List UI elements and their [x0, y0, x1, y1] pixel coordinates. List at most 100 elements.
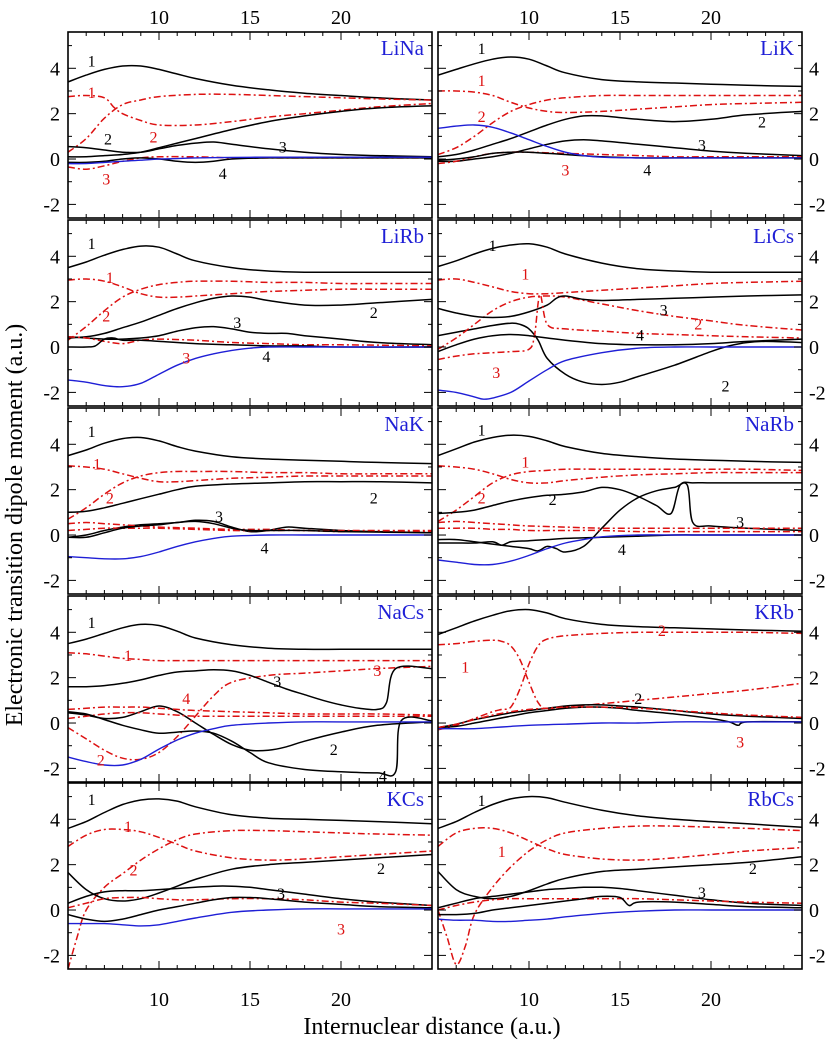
curve-label: 4: [618, 542, 626, 559]
panel-narb: -2 0 2 4 NaRb 1 1 2 2 3 4: [437, 407, 826, 595]
series-line-black-1: [68, 64, 432, 101]
curve-label: 1: [88, 236, 96, 253]
series-line-red-2: [68, 280, 432, 341]
y-tick-label: -2: [809, 570, 826, 592]
curve-label: 3: [373, 663, 381, 680]
panel-lirb: -2 0 2 4 LiRb 11 2 2 3 3 4: [43, 219, 433, 407]
series-line-black-4: [438, 895, 802, 916]
y-tick-label: 4: [50, 246, 60, 268]
series-line-black-4: [68, 520, 432, 539]
series-line-blue: [68, 721, 432, 767]
series-line-black-2: [438, 322, 802, 386]
series-line-red-3: [438, 294, 802, 361]
y-tick-label: 4: [809, 246, 819, 268]
curve-label: 3: [273, 674, 281, 691]
curve-label: 4: [262, 349, 270, 366]
y-tick-label: 0: [50, 149, 60, 171]
curve-label: 4: [182, 691, 190, 708]
curve-label: 3: [277, 886, 285, 903]
series-line-blue: [438, 534, 802, 566]
series-line-black-2: [68, 295, 432, 339]
panel-title: LiK: [760, 36, 794, 60]
series-line-black-4: [68, 710, 432, 777]
curve-label: 2: [97, 752, 105, 769]
series-line-black-4: [68, 896, 432, 923]
x-tick-label: 20: [701, 989, 721, 1011]
panel-nacs: -2 0 2 4 NaCs 1 1 2 2 3 3 4 4: [43, 595, 433, 785]
x-tick-label: 10: [519, 989, 539, 1011]
panel-title: NaCs: [377, 600, 424, 624]
curve-label: 2: [478, 491, 486, 508]
series-line-black-2: [68, 480, 432, 514]
series-line-red-2: [68, 665, 432, 761]
x-tick-label: 20: [701, 7, 721, 29]
series-line-red-3: [438, 520, 802, 530]
y-tick-label: 2: [50, 668, 60, 690]
curve-label: 1: [521, 266, 529, 283]
curve-label: 1: [489, 238, 497, 255]
series-line-blue: [68, 534, 432, 560]
series-line-black-3: [68, 141, 432, 158]
y-tick-label: -2: [43, 945, 60, 967]
y-tick-label: 2: [809, 292, 819, 314]
series-line-red-2: [438, 94, 802, 156]
series-group: [68, 798, 432, 969]
curve-label: 2: [106, 491, 114, 508]
curve-label: 3: [233, 315, 241, 332]
series-line-red-1: [438, 90, 802, 114]
series-group: [438, 242, 802, 400]
series-line-black-2: [438, 110, 802, 158]
panel-krb: -2 0 2 4 KRb 1 2 2 3: [437, 595, 826, 783]
panel-lik: -2 0 2 4 LiK 1 1 2 2 3 3 4: [437, 31, 826, 219]
y-tick-label: 2: [50, 104, 60, 126]
y-tick-label: 4: [809, 622, 819, 644]
curve-label: 2: [150, 129, 158, 146]
series-line-blue: [438, 124, 802, 159]
y-tick-label: 0: [50, 525, 60, 547]
x-tick-label: 15: [240, 7, 260, 29]
curve-label: 2: [722, 379, 730, 396]
x-tick-label: 20: [331, 989, 351, 1011]
curve-label: 3: [215, 509, 223, 526]
series-group: [68, 623, 432, 777]
series-line-black-3: [438, 706, 802, 729]
y-tick-label: 0: [809, 149, 819, 171]
curve-label: 2: [634, 691, 642, 708]
curve-label: 2: [104, 132, 112, 149]
curve-label: 3: [736, 515, 744, 532]
series-line-black-1: [438, 434, 802, 464]
panel-title: NaRb: [745, 412, 794, 436]
y-tick-label: 2: [50, 480, 60, 502]
series-line-red-3: [438, 897, 802, 911]
curve-label: 3: [698, 137, 706, 154]
panel-frame: [437, 595, 803, 783]
curve-label: 1: [106, 270, 114, 287]
series-line-black-3: [438, 138, 802, 163]
y-tick-label: -2: [43, 382, 60, 404]
series-line-black-2: [68, 104, 432, 158]
x-tick-label: 10: [149, 7, 169, 29]
y-tick-label: -2: [809, 758, 826, 780]
curve-label: 3: [561, 162, 569, 179]
series-line-black-3: [438, 294, 802, 319]
curve-label: 1: [498, 844, 506, 861]
series-group: [438, 434, 802, 566]
series-line-red-2: [438, 295, 802, 350]
curve-label: 1: [93, 457, 101, 474]
panel-title: KRb: [754, 600, 794, 624]
series-line-black-1: [68, 436, 432, 465]
curve-label: 2: [330, 742, 338, 759]
curve-label: 4: [379, 768, 387, 785]
y-tick-label: 0: [809, 900, 819, 922]
x-tick-label: 15: [240, 989, 260, 1011]
y-tick-label: -2: [43, 758, 60, 780]
series-line-red-1: [438, 827, 802, 861]
series-line-black-1: [438, 56, 802, 88]
curve-label: 1: [124, 819, 132, 836]
series-line-black-1: [438, 242, 802, 274]
panel-title: KCs: [387, 787, 424, 811]
series-line-blue: [68, 156, 432, 165]
curve-label: 1: [478, 41, 486, 58]
series-group: [438, 56, 802, 165]
